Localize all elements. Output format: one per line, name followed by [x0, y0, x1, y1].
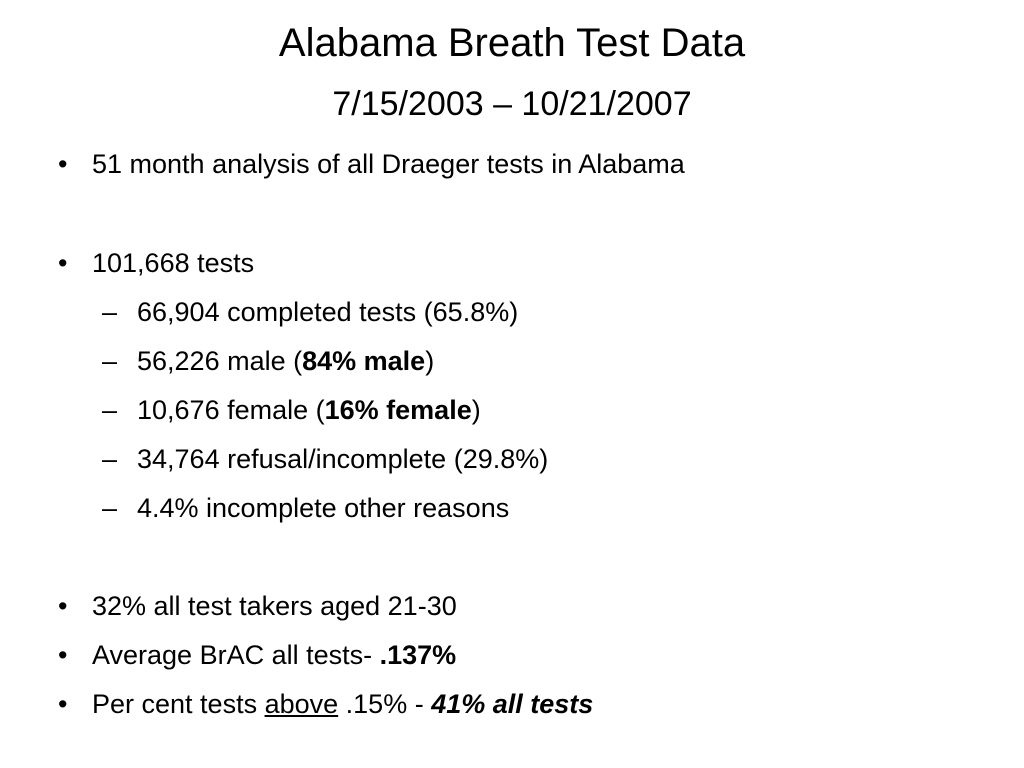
bullet-text: 101,668 tests: [92, 248, 255, 278]
text-bold-italic: 41% all tests: [431, 689, 594, 719]
text-post: ): [425, 346, 435, 376]
text-pre: Average BrAC all tests-: [92, 640, 380, 670]
dash-glyph: –: [102, 395, 118, 425]
dash-glyph: –: [102, 444, 118, 474]
text-mid: .15% -: [338, 689, 432, 719]
sub-bullet-text: 34,764 refusal/incomplete (29.8%): [137, 444, 549, 474]
sub-bullet-text: 66,904 completed tests (65.8%): [137, 297, 519, 327]
text-pre: 56,226 male (: [137, 346, 303, 376]
sub-bullet-text: 56,226 male (84% male): [137, 343, 434, 379]
text-pre: 10,676 female (: [137, 395, 325, 425]
dash-glyph: –: [102, 346, 118, 376]
bullet-text: Per cent tests above .15% - 41% all test…: [92, 686, 593, 722]
sub-bullet-text: 10,676 female (16% female): [137, 392, 481, 428]
bullet-glyph: •: [58, 149, 68, 179]
sub-bullet-text: 4.4% incomplete other reasons: [137, 493, 510, 523]
bullet-glyph: •: [58, 689, 68, 719]
bullet-glyph: •: [58, 591, 68, 621]
slide-subtitle: 7/15/2003 – 10/21/2007: [332, 85, 692, 123]
text-bold: 84% male: [302, 346, 426, 376]
text-underline: above: [264, 689, 339, 719]
text-post: ): [471, 395, 481, 425]
slide-title: Alabama Breath Test Data: [278, 21, 746, 65]
bullet-text: 51 month analysis of all Draeger tests i…: [92, 149, 685, 179]
bullet-glyph: •: [58, 248, 68, 278]
bullet-glyph: •: [58, 640, 68, 670]
text-bold: 16% female: [324, 395, 472, 425]
dash-glyph: –: [102, 297, 118, 327]
text-bold: .137%: [379, 640, 457, 670]
bullet-text: 32% all test takers aged 21-30: [92, 591, 457, 621]
bullet-text: Average BrAC all tests- .137%: [92, 637, 456, 673]
dash-glyph: –: [102, 493, 118, 523]
text-pre: Per cent tests: [92, 689, 265, 719]
